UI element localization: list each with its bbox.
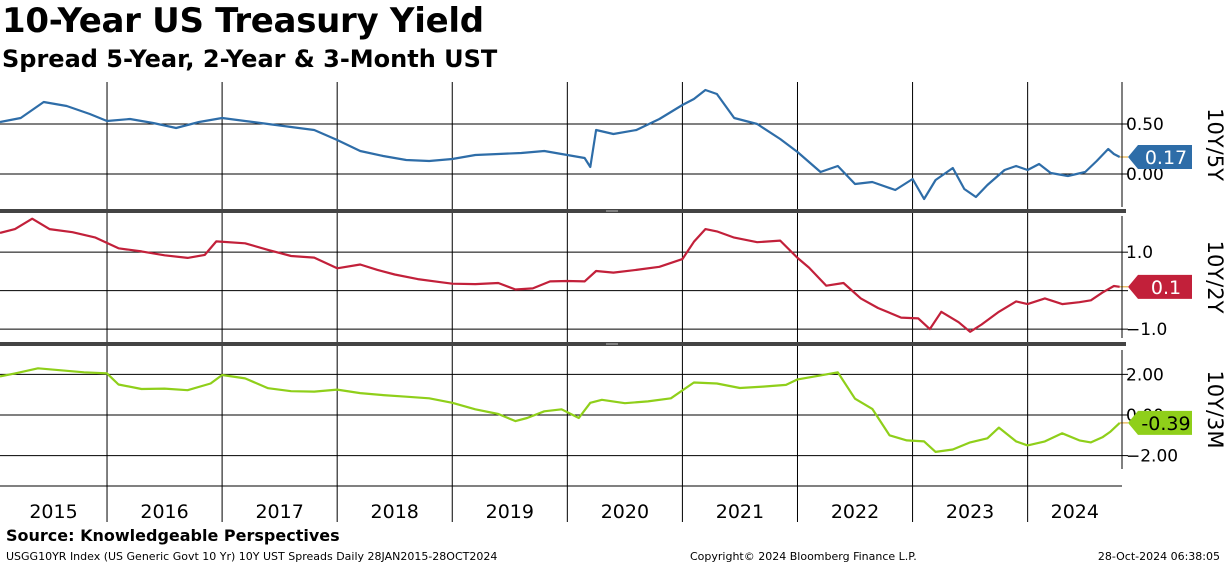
y-tick-label: −1.0 — [1126, 320, 1167, 340]
copyright-notice: Copyright© 2024 Bloomberg Finance L.P. — [690, 550, 917, 563]
y-tick-label: 0.00 — [1126, 165, 1164, 185]
chart-subtitle: Spread 5-Year, 2-Year & 3-Month UST — [2, 45, 498, 73]
series-line-tenY5Y — [0, 88, 1121, 201]
last-value-tag-tenY3M: -0.39 — [1128, 410, 1192, 435]
y-tick-label: 0.50 — [1126, 115, 1164, 135]
x-tick-label: 2017 — [255, 501, 303, 523]
x-tick-label: 2020 — [601, 501, 649, 523]
last-value-tag-shape — [1128, 145, 1192, 169]
panel-divider — [0, 342, 1126, 346]
x-tick-label: 2024 — [1051, 501, 1099, 523]
y-tick-label: 2.00 — [1126, 365, 1164, 385]
last-value-label: 0.17 — [1145, 147, 1187, 169]
x-tick-label: 2019 — [486, 501, 534, 523]
x-tick-label: 2021 — [716, 501, 764, 523]
panel-label: 10Y/3M — [1203, 370, 1224, 448]
last-value-label: 0.1 — [1151, 277, 1181, 299]
panel-label: 10Y/2Y — [1203, 241, 1224, 314]
x-tick-label: 2016 — [140, 501, 188, 523]
y-tick-label: −2.00 — [1126, 447, 1178, 467]
last-value-tag-shape — [1128, 410, 1192, 435]
panel-label: 10Y/5Y — [1203, 108, 1224, 181]
panel-divider — [0, 209, 1126, 213]
timestamp: 28-Oct-2024 06:38:05 — [1097, 550, 1220, 563]
series-line-tenY2Y — [0, 217, 1120, 333]
source-label: Source: Knowledgeable Perspectives — [6, 526, 340, 545]
last-value-tag-shape — [1128, 274, 1192, 299]
last-value-tag-tenY5Y: 0.17 — [1128, 145, 1192, 169]
x-tick-label: 2023 — [946, 501, 994, 523]
x-tick-label: 2015 — [29, 501, 77, 523]
index-info: USGG10YR Index (US Generic Govt 10 Yr) 1… — [6, 550, 498, 563]
x-tick-label: 2018 — [371, 501, 419, 523]
series-line-tenY3M — [0, 367, 1121, 453]
x-tick-label: 2022 — [831, 501, 879, 523]
chart-title: 10-Year US Treasury Yield — [2, 1, 484, 41]
y-tick-label: 1.0 — [1126, 243, 1153, 263]
last-value-tag-tenY2Y: 0.1 — [1128, 274, 1192, 299]
last-value-label: -0.39 — [1141, 413, 1190, 435]
